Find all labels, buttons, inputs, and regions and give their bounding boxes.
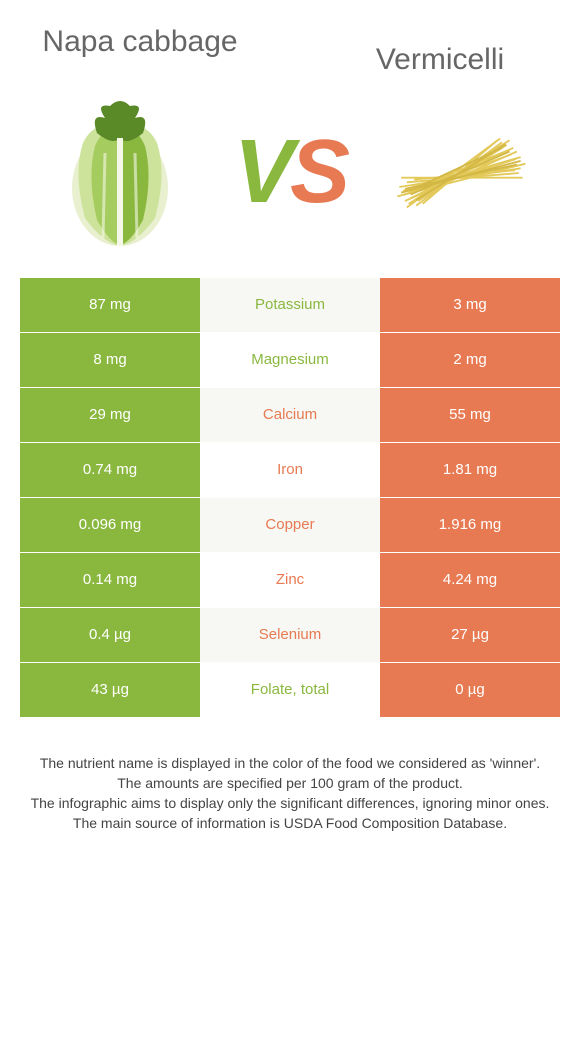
right-food-title: Vermicelli (340, 25, 540, 78)
footer-notes: The nutrient name is displayed in the co… (0, 718, 580, 834)
right-value: 55 mg (380, 388, 560, 442)
nutrient-label: Potassium (200, 278, 380, 332)
left-value: 0.4 µg (20, 608, 200, 662)
vs-label: VS (234, 121, 346, 224)
nutrient-label: Folate, total (200, 663, 380, 717)
left-value: 87 mg (20, 278, 200, 332)
napa-cabbage-icon (50, 103, 190, 243)
right-value: 4.24 mg (380, 553, 560, 607)
table-row: 87 mgPotassium3 mg (20, 278, 560, 333)
left-value: 0.096 mg (20, 498, 200, 552)
footer-line: The amounts are specified per 100 gram o… (25, 773, 555, 793)
left-value: 0.14 mg (20, 553, 200, 607)
left-value: 43 µg (20, 663, 200, 717)
footer-line: The infographic aims to display only the… (25, 793, 555, 813)
table-row: 43 µgFolate, total0 µg (20, 663, 560, 718)
table-row: 8 mgMagnesium2 mg (20, 333, 560, 388)
left-value: 29 mg (20, 388, 200, 442)
footer-line: The main source of information is USDA F… (25, 813, 555, 833)
right-value: 0 µg (380, 663, 560, 717)
table-row: 0.4 µgSelenium27 µg (20, 608, 560, 663)
left-value: 0.74 mg (20, 443, 200, 497)
nutrient-table: 87 mgPotassium3 mg8 mgMagnesium2 mg29 mg… (20, 278, 560, 718)
table-row: 0.14 mgZinc4.24 mg (20, 553, 560, 608)
right-value: 3 mg (380, 278, 560, 332)
right-value: 2 mg (380, 333, 560, 387)
nutrient-label: Selenium (200, 608, 380, 662)
right-value: 1.81 mg (380, 443, 560, 497)
header: Napa cabbage Vermicelli (0, 0, 580, 78)
right-value: 1.916 mg (380, 498, 560, 552)
nutrient-label: Magnesium (200, 333, 380, 387)
images-row: VS (0, 78, 580, 278)
nutrient-label: Copper (200, 498, 380, 552)
left-food-title: Napa cabbage (40, 25, 240, 60)
footer-line: The nutrient name is displayed in the co… (25, 753, 555, 773)
table-row: 0.096 mgCopper1.916 mg (20, 498, 560, 553)
nutrient-label: Iron (200, 443, 380, 497)
left-value: 8 mg (20, 333, 200, 387)
table-row: 0.74 mgIron1.81 mg (20, 443, 560, 498)
table-row: 29 mgCalcium55 mg (20, 388, 560, 443)
nutrient-label: Calcium (200, 388, 380, 442)
nutrient-label: Zinc (200, 553, 380, 607)
right-value: 27 µg (380, 608, 560, 662)
vermicelli-icon (390, 103, 530, 243)
